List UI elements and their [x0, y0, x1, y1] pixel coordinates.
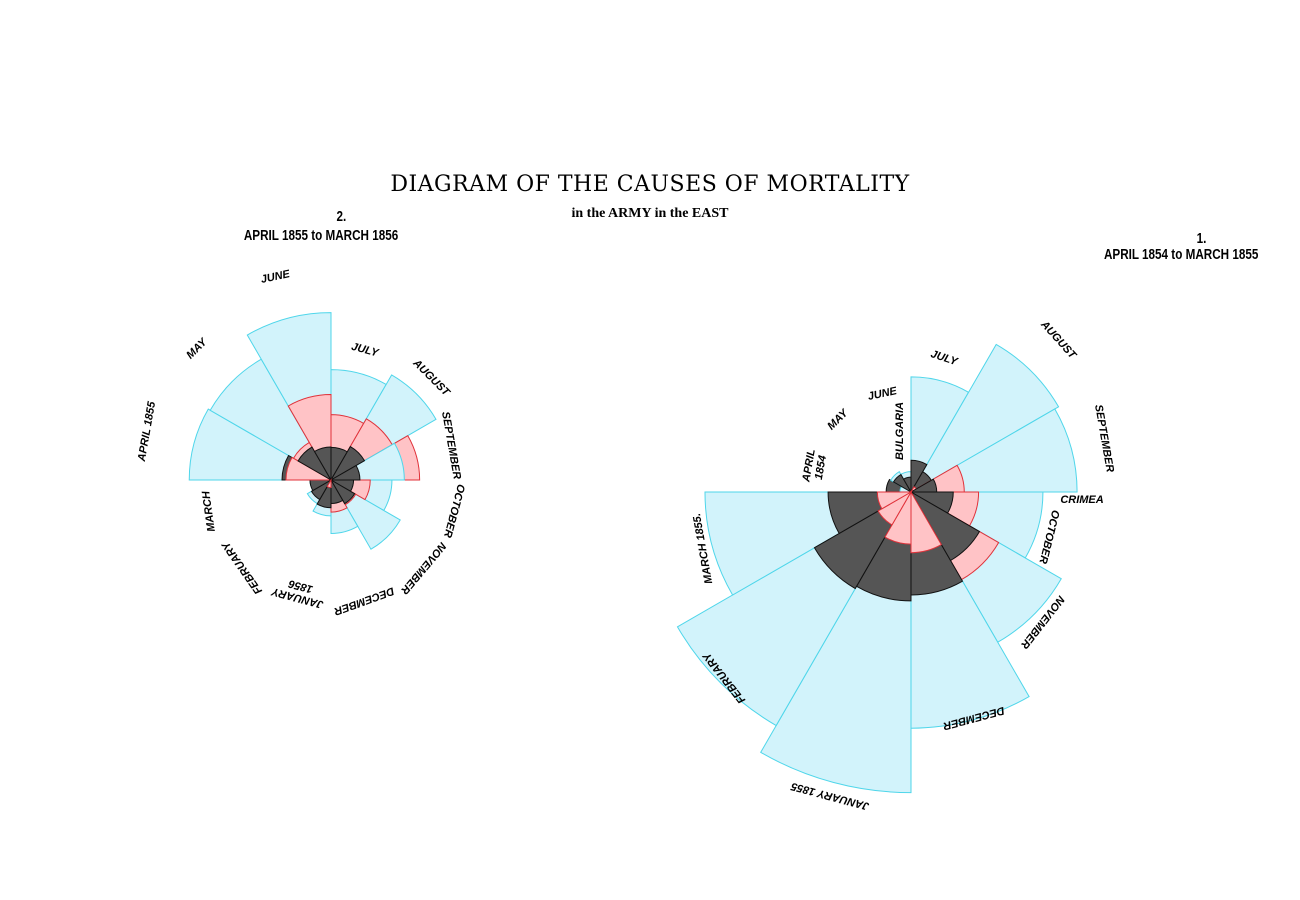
p1-month-label-3: JUNE [867, 385, 899, 403]
p2-month-label-6: SEPTEMBER [439, 411, 463, 481]
p2-other-wedge-2 [297, 446, 333, 482]
p2-month-label-12: MARCH [200, 489, 218, 532]
p2-month-label-2: MAY [184, 335, 210, 361]
p1-other-wedge-2 [892, 473, 913, 494]
panel-2-rose [188, 312, 437, 550]
p2-month-label-4: JULY [350, 341, 381, 360]
p1-wounds-wedge-9 [910, 490, 943, 554]
panel-1-rose [676, 343, 1078, 794]
p2-month-label-7: OCTOBER [441, 483, 467, 539]
panel-2-period: APRIL 1855 to MARCH 1856 [244, 227, 398, 244]
panel-1-period: APRIL 1854 to MARCH 1855 [1104, 246, 1259, 263]
panel-1-number: 1. [1197, 230, 1207, 247]
p1-disease-wedge-5 [909, 343, 1060, 494]
p1-month-label-5: AUGUST [1038, 318, 1080, 362]
p1-wounds-wedge-11 [877, 490, 913, 526]
subtitle: in the ARMY in the EAST [571, 206, 729, 221]
p2-month-label-3: JUNE [260, 268, 292, 286]
p2-month-label-11: FEBRUARY [219, 538, 265, 596]
p2-month-label-1: APRIL 1855 [136, 400, 159, 463]
p1-wounds-wedge-10 [884, 490, 912, 545]
p2-wounds-wedge-1 [285, 456, 333, 481]
p2-month-label-9: DECEMBER [332, 584, 395, 617]
p2-other-wedge-8 [329, 478, 356, 505]
p1-month-label-1: APRIL1854 [800, 448, 830, 486]
p2-other-wedge-5 [329, 445, 366, 482]
p1-other-wedge-8 [909, 490, 981, 562]
place-label-crimea: CRIMEA [1060, 494, 1103, 506]
p2-other-wedge-11 [310, 478, 333, 501]
p2-month-label-10: JANUARY1856 [269, 573, 328, 610]
main-title: DIAGRAM OF THE CAUSES OF MORTALITY [390, 172, 909, 197]
p1-other-wedge-4 [910, 459, 928, 494]
p2-wounds-wedge-10 [326, 478, 332, 489]
p1-month-label-2: MAY [825, 406, 851, 432]
p1-month-label-6: SEPTEMBER [1092, 404, 1116, 474]
p2-other-wedge-9 [330, 478, 344, 505]
place-label-bulgaria: BULGARIA [894, 402, 906, 460]
p2-other-wedge-6 [329, 464, 361, 481]
p2-month-label-8: NOVEMBER [398, 540, 448, 596]
panel-2-number: 2. [337, 208, 347, 225]
p1-month-label-4: JULY [929, 348, 960, 368]
p1-wounds-wedge-12 [876, 491, 913, 510]
